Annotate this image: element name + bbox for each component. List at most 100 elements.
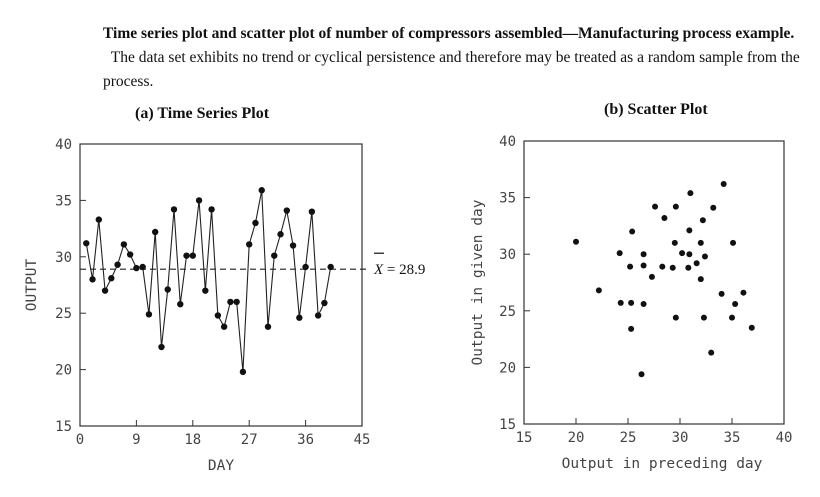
scatter-x-tick-label: 20	[568, 430, 585, 446]
data-point	[289, 242, 297, 249]
scatter-x-tick-label: 30	[672, 430, 689, 446]
scatter-point	[699, 217, 706, 224]
scatter-y-tick-label: 15	[499, 417, 516, 433]
ts-y-tick-label: 30	[55, 250, 72, 266]
scatter-plot-frame	[523, 140, 785, 425]
scatter-point	[700, 314, 707, 321]
data-point	[189, 252, 196, 259]
scatter-point	[672, 203, 679, 210]
scatter-point	[652, 203, 659, 210]
data-point	[239, 368, 247, 376]
scatter-point	[686, 251, 693, 258]
caption-bold: Time series plot and scatter plot of num…	[103, 25, 795, 42]
scatter-point	[640, 301, 647, 308]
scatter-point	[661, 214, 668, 221]
scatter-point	[616, 250, 623, 257]
scatter-point	[693, 260, 700, 267]
ts-y-tick-label: 15	[55, 419, 72, 435]
data-point	[139, 263, 146, 271]
scatter-y-tick-label: 30	[499, 247, 516, 263]
panel-b-title: (b) Scatter Plot	[604, 101, 708, 118]
series-line	[85, 190, 332, 372]
figure-caption: Time series plot and scatter plot of num…	[103, 22, 815, 94]
data-point	[308, 208, 316, 215]
scatter-point	[697, 239, 704, 246]
scatter-point	[708, 349, 715, 356]
data-point	[271, 252, 278, 259]
ts-y-tick-label: 25	[55, 306, 72, 322]
ts-x-tick-label: 18	[184, 432, 201, 448]
scatter-y-tick-label: 35	[499, 191, 516, 207]
scatter-point	[628, 325, 635, 332]
data-point	[158, 343, 165, 351]
ts-x-tick-label: 45	[354, 432, 371, 448]
data-point	[202, 287, 209, 294]
data-point	[277, 231, 284, 238]
data-point	[133, 264, 140, 272]
scatter-x-tick-label: 15	[516, 430, 533, 446]
scatter-x-axis-label: Output in preceding day	[562, 456, 763, 472]
scatter-y-tick-label: 40	[499, 134, 516, 150]
data-point	[195, 197, 203, 204]
ts-y-tick-label: 20	[55, 363, 72, 379]
data-point	[101, 287, 109, 294]
scatter-point	[740, 289, 747, 296]
data-point	[314, 312, 322, 319]
data-point	[327, 263, 334, 271]
ts-y-axis-label: OUTPUT	[24, 259, 40, 312]
data-point	[152, 228, 159, 236]
data-point	[246, 241, 253, 248]
data-point	[126, 251, 134, 258]
scatter-point	[627, 263, 634, 270]
data-point	[214, 312, 222, 319]
scatter-point	[629, 228, 636, 235]
mean-label-symbol: X	[373, 262, 384, 278]
data-point	[252, 219, 259, 227]
scatter-point	[748, 324, 755, 331]
scatter-point	[669, 264, 676, 271]
data-point	[227, 298, 234, 306]
ts-plot-frame	[79, 143, 363, 427]
ts-x-tick-label: 9	[132, 432, 140, 448]
scatter-point	[729, 314, 735, 321]
data-point	[258, 187, 265, 194]
scatter-point	[628, 299, 635, 306]
scatter-point	[671, 239, 678, 246]
mean-label-value: = 28.9	[383, 262, 425, 278]
scatter-point	[732, 301, 739, 308]
scatter-point	[701, 253, 708, 260]
data-point	[183, 252, 190, 259]
data-point	[83, 240, 90, 247]
scatter-point	[718, 290, 725, 297]
scatter-point	[573, 238, 579, 245]
data-point	[108, 275, 115, 282]
ts-x-axis-label: DAY	[208, 458, 234, 474]
data-point	[321, 299, 328, 307]
panel-a-title: (a) Time Series Plot	[135, 105, 270, 122]
data-point	[208, 206, 215, 213]
data-point	[114, 261, 121, 268]
scatter-point	[638, 371, 645, 378]
data-point	[233, 298, 240, 306]
ts-x-tick-label: 36	[297, 432, 314, 448]
data-point	[302, 263, 309, 271]
data-point	[177, 300, 184, 308]
data-point	[170, 206, 178, 213]
scatter-point	[672, 314, 679, 321]
scatter-point	[659, 263, 666, 270]
data-point	[164, 286, 171, 293]
scatter-point	[595, 287, 602, 294]
scatter-y-tick-label: 25	[499, 304, 516, 320]
data-point	[145, 311, 153, 318]
scatter-point	[730, 239, 737, 246]
data-point	[283, 207, 290, 214]
scatter-point	[685, 264, 692, 271]
scatter-x-tick-label: 35	[724, 430, 741, 446]
scatter-y-axis-label: Output in given day	[470, 199, 486, 365]
scatter-point	[648, 273, 655, 280]
data-point	[264, 323, 272, 330]
scatter-point	[697, 276, 704, 283]
ts-x-tick-label: 0	[76, 432, 84, 448]
scatter-point	[710, 204, 717, 211]
